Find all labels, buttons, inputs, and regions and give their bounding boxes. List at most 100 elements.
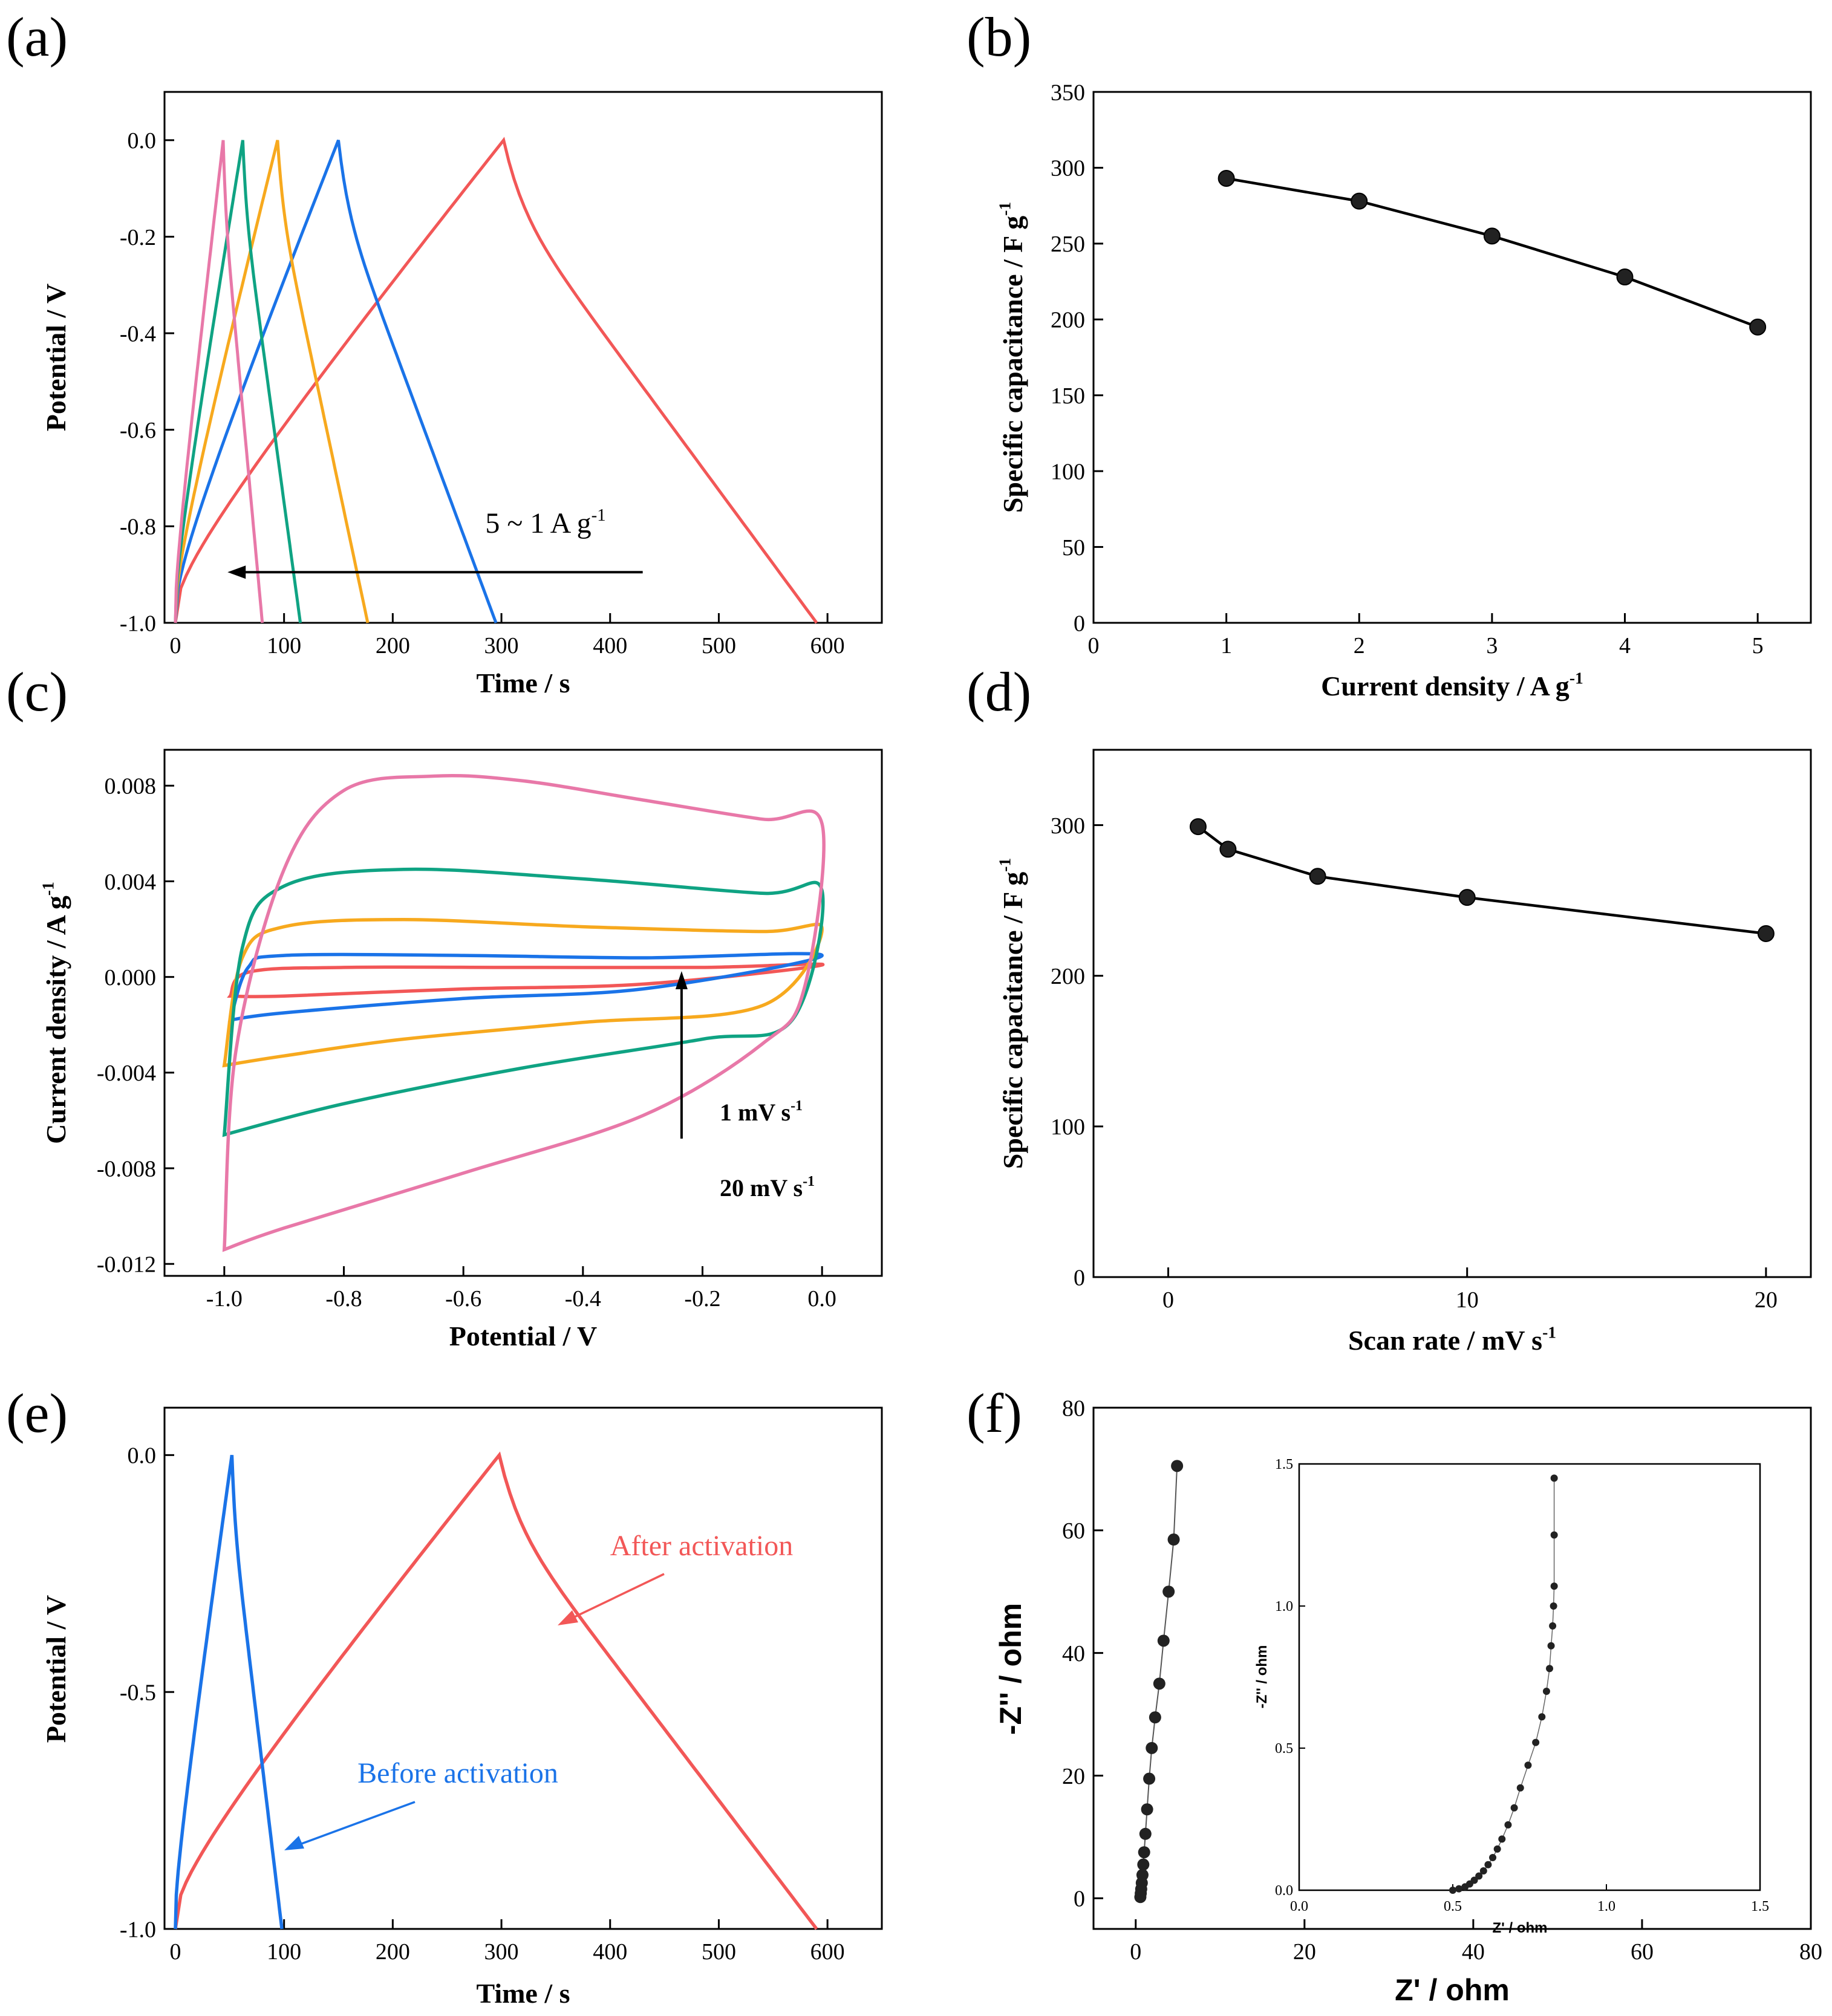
x-tick-label: 10: [1456, 1287, 1479, 1313]
x-tick-label: 20: [1293, 1939, 1316, 1965]
scan-rate-high-label-superscript: -1: [803, 1174, 815, 1189]
y-tick-label: -0.004: [97, 1061, 156, 1086]
x-axis-label: Scan rate / mV s-1: [1348, 1323, 1556, 1356]
x-axis-label: Time / s: [476, 1978, 570, 2009]
inset-point: [1546, 1665, 1554, 1673]
nyquist-point: [1137, 1858, 1150, 1871]
inset-point: [1550, 1582, 1558, 1590]
scan-rate-low-label-text: 1 mV s: [720, 1099, 790, 1126]
panel-label: (c): [6, 661, 68, 723]
inset-point: [1549, 1622, 1557, 1630]
gcd-curve-blue: [174, 1455, 284, 1930]
inset-point: [1470, 1876, 1478, 1884]
y-tick-label: 300: [1051, 813, 1085, 839]
inset-plot: 0.0 0.5 1.0 1.5 0.0 0.5 1.0 1.5 Z' / ohm -Z'' / o…: [1254, 1457, 1769, 1936]
inset-point: [1479, 1867, 1487, 1875]
data-point: [1616, 268, 1634, 286]
nyquist-point: [1141, 1803, 1153, 1816]
gcd-curve-red: [174, 1451, 818, 1930]
x-tick-label: 0.0: [807, 1286, 836, 1312]
after-activation-label: After activation: [610, 1530, 794, 1562]
inset-point: [1449, 1887, 1456, 1894]
x-axis-label-text: Current density / A g: [1321, 671, 1570, 701]
y-tick-label: 80: [1062, 1396, 1085, 1421]
panel-label: (a): [6, 6, 68, 68]
panel-label: (d): [967, 661, 1031, 723]
x-tick-label: 2: [1354, 633, 1365, 658]
y-axis-label: Potential / V: [41, 1595, 71, 1743]
x-axis-label-superscript: -1: [1570, 669, 1583, 688]
inset-y-tick-label: 0.5: [1275, 1741, 1293, 1757]
y-tick-label: 0.0: [128, 128, 157, 154]
inset-point: [1524, 1761, 1532, 1769]
nyquist-point: [1162, 1585, 1175, 1598]
annotation-arrow-head: [227, 565, 246, 579]
x-tick-label: 100: [267, 633, 301, 658]
y-axis-label-text: Specific capacitance / F g: [997, 872, 1028, 1169]
data-point: [1218, 169, 1235, 187]
x-tick-label: -0.6: [445, 1286, 481, 1312]
data-point: [1757, 925, 1775, 942]
x-tick-label: 0: [1130, 1939, 1141, 1965]
x-tick-label: 0: [169, 1939, 181, 1965]
scan-rate-high-label: 20 mV s-1: [720, 1174, 815, 1201]
x-tick-label: 200: [376, 1939, 410, 1965]
x-tick-label: 40: [1462, 1939, 1485, 1965]
inset-x-tick-label: 0.5: [1444, 1899, 1462, 1914]
x-axis-label-text: Scan rate / mV s: [1348, 1325, 1542, 1356]
nyquist-point: [1136, 1868, 1149, 1881]
inset-point: [1532, 1738, 1540, 1746]
y-axis-label-superscript: -1: [39, 882, 57, 896]
scan-rate-low-label-superscript: -1: [790, 1098, 803, 1114]
plot-frame: [163, 1406, 883, 1930]
y-tick-label: -0.2: [120, 225, 156, 250]
cv-loop-green: [222, 867, 825, 1137]
plot-frame: [1092, 1406, 1812, 1930]
x-tick-label: 0: [169, 633, 181, 658]
y-tick-label: 350: [1051, 80, 1085, 105]
y-axis-label-text: Current density / A g: [41, 896, 71, 1144]
nyquist-point: [1143, 1772, 1156, 1785]
y-tick-label: -0.012: [97, 1252, 156, 1278]
x-tick-label: 500: [702, 633, 736, 658]
gcd-curve-orange: [174, 140, 370, 623]
y-tick-label: 0.004: [105, 870, 157, 895]
gcd-curve-red: [174, 137, 818, 624]
capacitance-line: [1197, 825, 1767, 935]
y-tick-label: 0.0: [128, 1443, 157, 1469]
y-axis-label: Current density / A g-1: [39, 882, 71, 1144]
gcd-curve-pink: [174, 140, 264, 623]
x-tick-label: -0.4: [565, 1286, 601, 1312]
y-axis-label: Specific capacitance / F g-1: [996, 858, 1028, 1169]
y-axis-label: -Z'' / ohm: [994, 1603, 1028, 1735]
nyquist-point: [1146, 1741, 1158, 1754]
scan-rate-low-label: 1 mV s-1: [720, 1098, 803, 1126]
scan-rate-arrow-head: [675, 971, 688, 989]
y-tick-label: -1.0: [120, 1917, 156, 1942]
nyquist-point: [1139, 1827, 1152, 1840]
y-tick-label: 250: [1051, 232, 1085, 257]
x-tick-label: 300: [484, 633, 519, 658]
y-tick-label: 200: [1051, 308, 1085, 333]
nyquist-point: [1167, 1533, 1180, 1546]
data-point: [1189, 818, 1207, 836]
y-tick-label: 100: [1051, 459, 1085, 484]
x-tick-label: 500: [702, 1939, 736, 1965]
nyquist-point: [1171, 1460, 1184, 1472]
inset-point: [1550, 1474, 1558, 1482]
nyquist-point: [1157, 1634, 1170, 1647]
inset-y-tick-label: 0.0: [1275, 1883, 1293, 1899]
nyquist-point: [1138, 1846, 1150, 1859]
panel-label: (f): [967, 1382, 1022, 1444]
inset-point: [1542, 1688, 1550, 1695]
y-tick-label: -0.6: [120, 418, 156, 443]
after-arrow-line: [573, 1573, 665, 1619]
panel-a: 0 100 200 300 400 500 600 0.0 -0.2 -0.4 -0.6 -0.8 -1…: [41, 91, 883, 698]
plot-frame: [1092, 91, 1812, 624]
data-point: [1458, 889, 1476, 906]
inset-point: [1484, 1861, 1492, 1868]
rate-annotation-text: 5 ~ 1 A g: [485, 507, 591, 539]
